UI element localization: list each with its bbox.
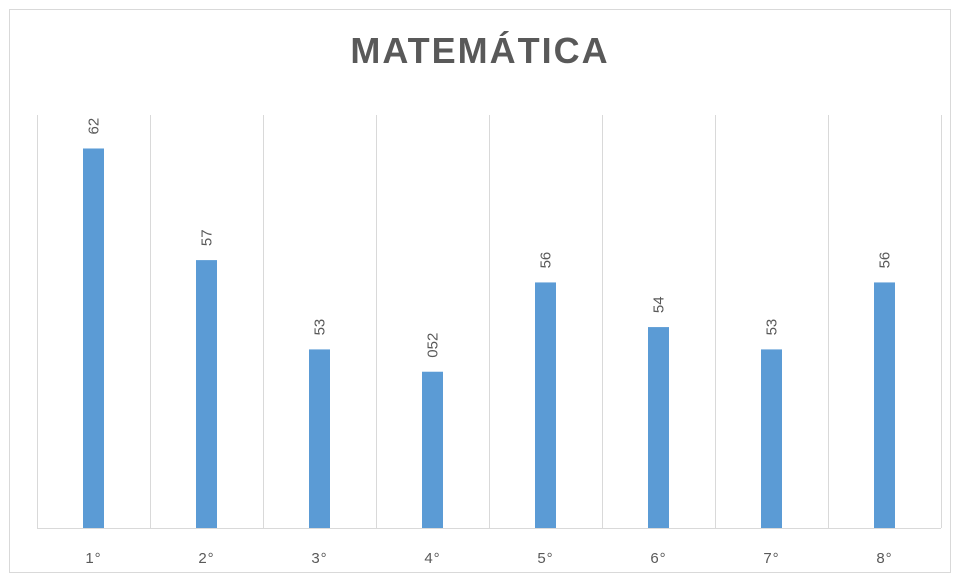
x-tick-labels: 1° 2° 3° 4° 5° 6° 7° 8° [85,550,892,567]
bar-1 [83,148,104,528]
chart-title: MATEMÁTICA [350,30,610,71]
x-tick-label-7: 7° [763,550,779,567]
x-tick-label-3: 3° [311,550,327,567]
bar-5 [535,282,556,528]
data-label-1: 62 [86,118,103,135]
bar-8 [874,282,895,528]
data-label-2: 57 [199,229,216,246]
data-label-5: 56 [538,252,555,269]
data-label-7: 53 [764,319,781,336]
data-labels: 62 57 53 052 56 54 53 56 [86,118,894,358]
bar-2 [196,260,217,528]
x-tick-label-4: 4° [424,550,440,567]
bar-7 [761,349,782,528]
bar-3 [309,349,330,528]
chart-frame [9,9,951,573]
x-tick-label-2: 2° [198,550,214,567]
bar-6 [648,327,669,528]
data-label-6: 54 [651,296,668,313]
x-tick-label-5: 5° [537,550,553,567]
x-tick-label-6: 6° [650,550,666,567]
data-label-8: 56 [877,252,894,269]
grid-lines [37,115,942,529]
x-tick-label-1: 1° [85,550,101,567]
bar-4 [422,371,443,528]
data-label-4: 052 [425,333,442,358]
data-label-3: 53 [312,319,329,336]
bars [83,148,895,528]
x-tick-label-8: 8° [876,550,892,567]
